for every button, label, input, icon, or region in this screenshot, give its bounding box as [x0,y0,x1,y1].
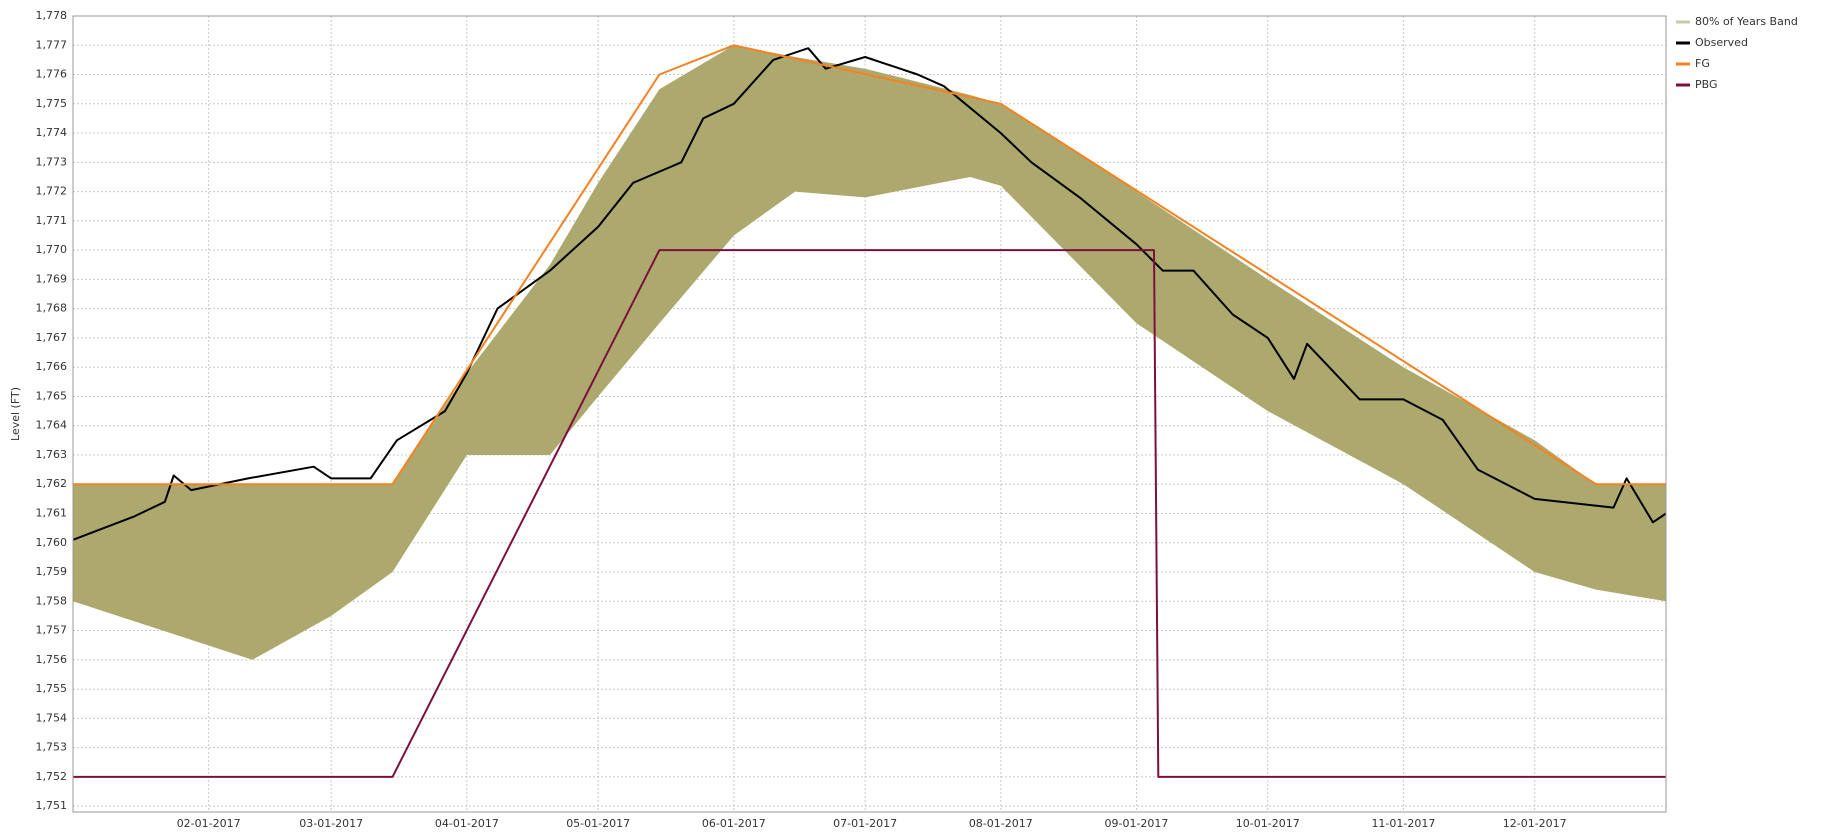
y-tick-label: 1,758 [36,594,68,607]
y-tick-label: 1,757 [36,624,68,637]
y-tick-label: 1,772 [36,185,68,198]
y-tick-label: 1,775 [36,97,68,110]
y-tick-label: 1,778 [36,9,68,22]
y-tick-label: 1,756 [36,653,68,666]
y-tick-label: 1,768 [36,302,68,315]
x-tick-label: 04-01-2017 [435,817,499,830]
y-tick-label: 1,771 [36,214,68,227]
y-tick-label: 1,774 [36,126,68,139]
x-tick-label: 08-01-2017 [969,817,1033,830]
series-line [72,47,1667,541]
y-tick-label: 1,777 [36,38,68,51]
band-area [73,45,1666,660]
plot-frame [72,15,1667,813]
legend-label: 80% of Years Band [1695,15,1798,28]
y-tick-label: 1,765 [36,389,68,402]
y-tick-label: 1,759 [36,565,68,578]
x-tick-label: 10-01-2017 [1236,817,1300,830]
y-tick-label: 1,751 [36,799,68,812]
x-tick-label: 06-01-2017 [702,817,766,830]
series-line [73,44,1666,486]
x-tick-label: 09-01-2017 [1104,817,1168,830]
y-tick-label: 1,753 [36,741,68,754]
y-tick-label: 1,767 [36,331,68,344]
y-tick-label: 1,762 [36,477,68,490]
series-line [73,249,1666,778]
legend-label: Observed [1695,36,1748,49]
y-tick-label: 1,763 [36,448,68,461]
y-tick-label: 1,776 [36,68,68,81]
y-tick-label: 1,754 [36,711,68,724]
x-tick-label: 07-01-2017 [833,817,897,830]
y-tick-label: 1,755 [36,682,68,695]
x-tick-label: 05-01-2017 [566,817,630,830]
x-tick-label: 11-01-2017 [1371,817,1435,830]
x-tick-label: 12-01-2017 [1503,817,1567,830]
y-tick-label: 1,770 [36,243,68,256]
y-axis-label: Level (FT) [9,387,22,441]
y-tick-label: 1,760 [36,536,68,549]
y-tick-label: 1,764 [36,419,68,432]
legend-label: FG [1695,57,1710,70]
x-tick-label: 03-01-2017 [299,817,363,830]
legend-label: PBG [1695,78,1718,91]
y-tick-label: 1,773 [36,155,68,168]
y-tick-label: 1,769 [36,272,68,285]
y-tick-label: 1,752 [36,770,68,783]
y-tick-label: 1,761 [36,507,68,520]
x-tick-label: 02-01-2017 [177,817,241,830]
y-tick-label: 1,766 [36,360,68,373]
